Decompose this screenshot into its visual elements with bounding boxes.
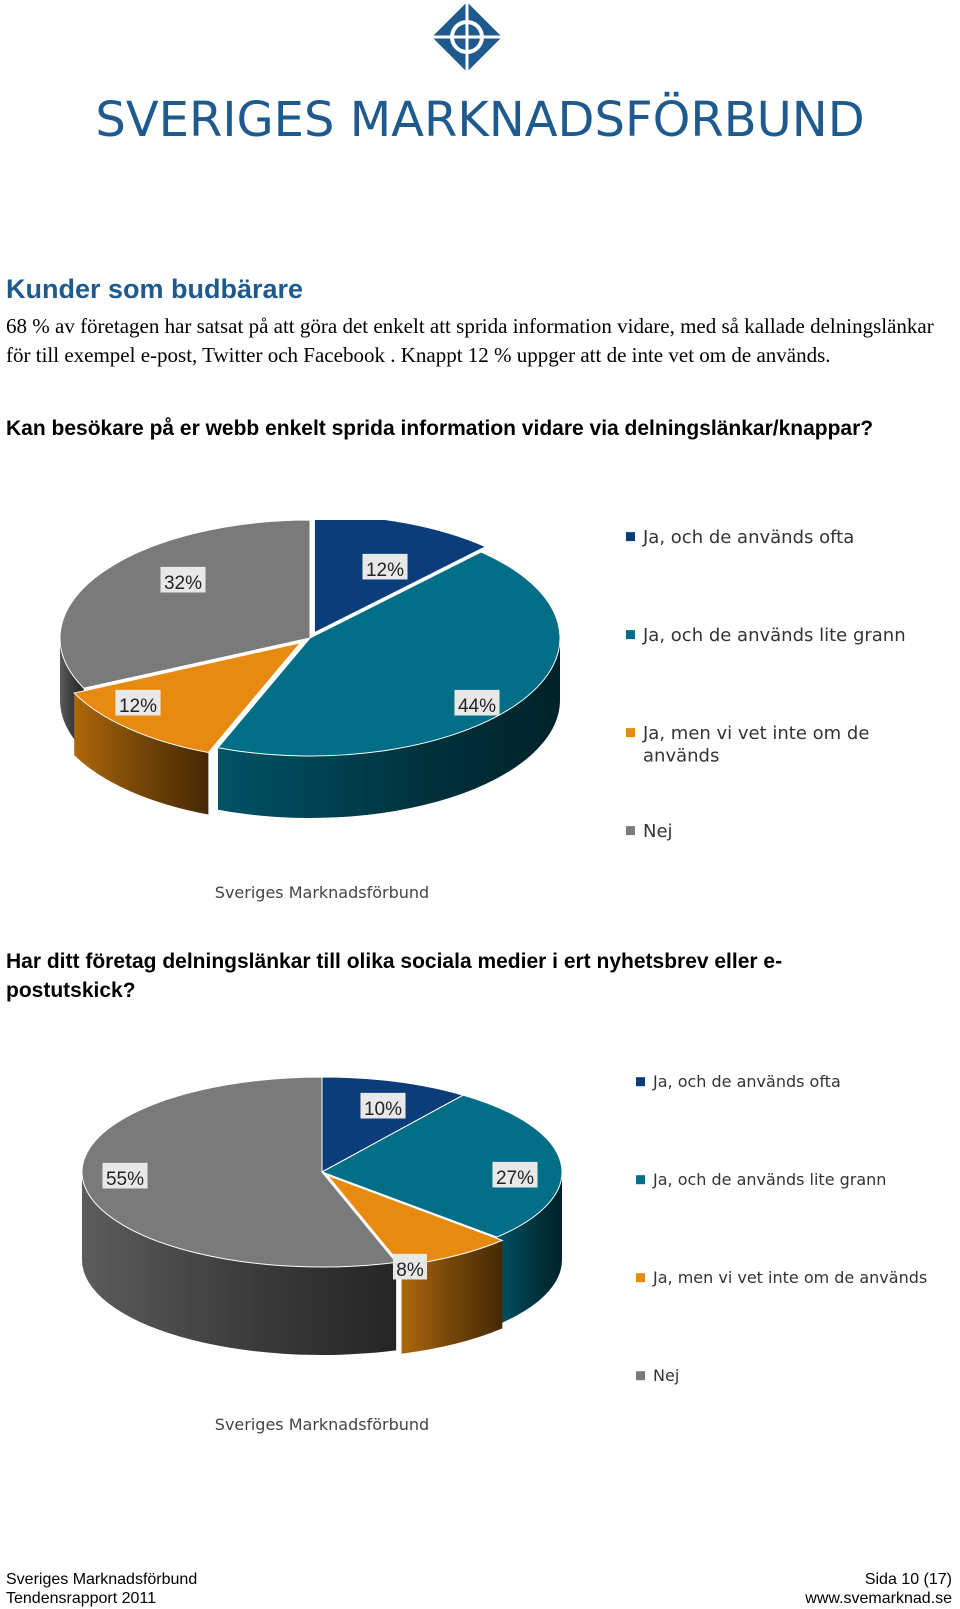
- data-label-bg: [115, 689, 161, 716]
- question-2: Har ditt företag delningslänkar till oli…: [6, 950, 783, 1002]
- footer-page: Sida 10 (17): [864, 1571, 952, 1588]
- data-label-2: 8%: [396, 1260, 424, 1281]
- data-label-3: 55%: [106, 1169, 144, 1190]
- legend-swatch-0: [626, 532, 635, 542]
- legend: Ja, och de används ofta Ja, och de använd…: [626, 527, 906, 842]
- data-label-bg: [362, 553, 408, 580]
- section-title: Kunder som budbärare: [6, 274, 304, 304]
- pie-tops: [81, 1076, 563, 1268]
- data-label-0: 10%: [364, 1099, 402, 1120]
- pie-data-labels: 10% 27% 8% 55%: [102, 1092, 538, 1281]
- legend-label-1: Ja, och de används lite grann: [642, 625, 906, 646]
- pie-side-3: [82, 1172, 397, 1355]
- pie-slice-3: [81, 1076, 398, 1268]
- footer-left: Sveriges Marknadsförbund Tendensrapport …: [6, 1570, 197, 1608]
- legend-swatch-3: [636, 1371, 645, 1381]
- legend-label-2: Ja, men vi vet inte om de: [642, 723, 869, 744]
- legend-swatch-3: [626, 826, 635, 836]
- legend-swatch-2: [626, 728, 635, 738]
- legend-label-0: Ja, och de används ofta: [652, 1072, 841, 1091]
- legend-swatch-1: [636, 1175, 645, 1185]
- pie-side-1: [496, 1172, 562, 1326]
- question-1: Kan besökare på er webb enkelt sprida in…: [6, 417, 874, 440]
- chart-source: Sveriges Marknadsförbund: [215, 1415, 429, 1434]
- pie-slice-2: [73, 642, 302, 754]
- footer-report: Tendensrapport 2011: [6, 1590, 157, 1607]
- legend-swatch-2: [636, 1273, 645, 1283]
- data-label-bg: [160, 566, 206, 593]
- data-label-bg: [102, 1162, 148, 1189]
- data-label-3: 32%: [164, 573, 202, 594]
- pie-slice-1: [320, 1094, 563, 1238]
- chart-source: Sveriges Marknadsförbund: [215, 883, 429, 902]
- legend-label-0: Ja, och de används ofta: [642, 527, 854, 548]
- data-label-1: 44%: [458, 696, 496, 717]
- legend-label-1: Ja, och de används lite grann: [652, 1170, 886, 1189]
- pie-sides: [60, 638, 560, 818]
- footer-url: www.svemarknad.se: [805, 1590, 952, 1607]
- logo-emblem: [432, 2, 502, 72]
- legend-label-2: används: [643, 745, 719, 766]
- data-label-bg: [454, 689, 500, 716]
- legend-label-3: Nej: [653, 1366, 679, 1385]
- pie-side-2: [74, 693, 209, 815]
- footer-right: Sida 10 (17) www.svemarknad.se: [805, 1570, 952, 1608]
- data-label-bg: [492, 1161, 538, 1188]
- legend-label-2: Ja, men vi vet inte om de används: [652, 1268, 927, 1287]
- data-label-bg: [392, 1253, 428, 1280]
- pie-tops: [59, 520, 561, 757]
- legend: Ja, och de används ofta Ja, och de använd…: [636, 1072, 927, 1385]
- legend-swatch-0: [636, 1077, 645, 1087]
- footer-org: Sveriges Marknadsförbund: [6, 1571, 198, 1588]
- data-label-bg: [360, 1092, 406, 1119]
- data-label-0: 12%: [366, 560, 404, 581]
- data-label-1: 27%: [496, 1168, 534, 1189]
- pie-side-1: [217, 638, 560, 818]
- pie-slice-3: [59, 520, 311, 689]
- pie-data-labels: 12% 44% 12% 32%: [115, 553, 500, 717]
- pie-slice-0: [321, 1076, 465, 1173]
- legend-label-3: Nej: [643, 821, 673, 842]
- data-label-2: 12%: [119, 696, 157, 717]
- brand-name: SVERIGES MARKNADSFÖRBUND: [95, 92, 865, 148]
- legend-swatch-1: [626, 630, 635, 640]
- section-intro: 68 % av företagen har satsat på att göra…: [6, 314, 934, 367]
